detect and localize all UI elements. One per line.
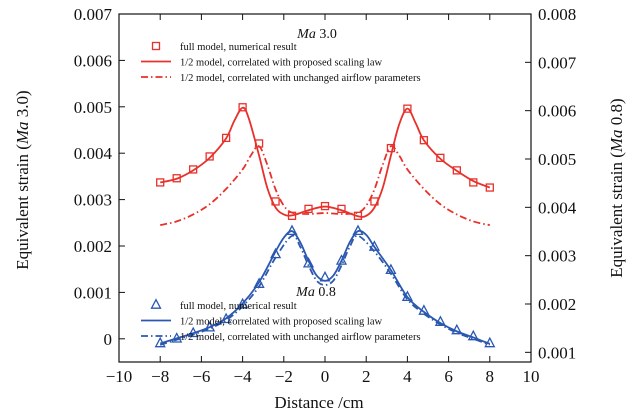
legend-marker-triangle bbox=[150, 298, 162, 309]
series-line-unchanged-airflow bbox=[160, 145, 490, 226]
y-axis-right-label: Equivalent strain (Ma 0.8) bbox=[607, 98, 626, 277]
y-right-tick-label: 0.003 bbox=[538, 247, 576, 266]
series-line-scaling-law bbox=[160, 106, 491, 218]
legend-label: 1/2 model, correlated with unchanged air… bbox=[180, 332, 421, 343]
legend-label: 1/2 model, correlated with proposed scal… bbox=[180, 58, 382, 69]
x-tick-label: 2 bbox=[362, 367, 371, 386]
data-point-triangle bbox=[286, 224, 298, 236]
data-point-square bbox=[419, 136, 429, 145]
legend-ma08: full model, numerical result 1/2 model, c… bbox=[141, 298, 421, 343]
x-tick-label: 6 bbox=[444, 367, 453, 386]
data-point-square bbox=[189, 165, 198, 174]
series-layer bbox=[154, 103, 496, 348]
group-annotation-ma08-mach: Ma bbox=[295, 285, 315, 300]
legend-ma3: full model, numerical result 1/2 model, c… bbox=[141, 41, 421, 84]
x-tick-label: −4 bbox=[234, 367, 253, 386]
data-point-square bbox=[238, 103, 247, 112]
y-axis-right-label-suffix: 0.8) bbox=[607, 98, 626, 129]
y-right-tick-label: 0.002 bbox=[538, 295, 576, 314]
data-point-square bbox=[452, 166, 461, 175]
data-point-triangle bbox=[237, 297, 249, 309]
y-right-tick-label: 0.006 bbox=[538, 102, 576, 121]
y-left-tick-label: 0.006 bbox=[74, 51, 112, 70]
y-axis-right-label-mach: Ma bbox=[607, 129, 626, 153]
data-point-square bbox=[436, 153, 445, 162]
y-right-tick-label: 0.007 bbox=[538, 53, 577, 72]
y-left-tick-label: 0.004 bbox=[74, 144, 113, 163]
x-tick-label: −6 bbox=[192, 367, 210, 386]
series-group-ma08 bbox=[154, 224, 496, 348]
x-tick-label: 4 bbox=[403, 367, 412, 386]
y-axis-right: 0.001 0.002 0.003 0.004 0.005 0.006 0.007 0.008 bbox=[525, 5, 577, 362]
group-annotation-ma3-mach: Ma bbox=[296, 27, 316, 42]
y-axis-left-label-suffix: 3.0) bbox=[13, 90, 32, 121]
legend-label: full model, numerical result bbox=[180, 301, 297, 312]
y-axis-left-label-prefix: Equivalent strain ( bbox=[13, 144, 32, 270]
y-axis-left: 0 0.001 0.002 0.003 0.004 0.005 0.006 0.007 bbox=[74, 5, 125, 349]
y-left-tick-label: 0.003 bbox=[74, 191, 112, 210]
y-left-tick-label: 0.005 bbox=[74, 98, 112, 117]
y-left-tick-label: 0 bbox=[104, 330, 113, 349]
x-tick-label: 10 bbox=[523, 367, 540, 386]
data-point-square bbox=[221, 133, 231, 143]
y-right-tick-label: 0.008 bbox=[538, 5, 576, 24]
data-point-triangle bbox=[302, 257, 315, 268]
x-axis-label: Distance /cm bbox=[274, 393, 363, 412]
data-point-triangle bbox=[467, 329, 479, 341]
y-left-tick-label: 0.007 bbox=[74, 5, 113, 24]
y-left-tick-label: 0.001 bbox=[74, 283, 112, 302]
y-axis-left-label-mach: Ma bbox=[13, 121, 32, 145]
series-group-ma3 bbox=[156, 103, 494, 226]
x-tick-label: −10 bbox=[106, 367, 133, 386]
group-annotation-ma08: Ma 0.8 bbox=[295, 285, 336, 300]
y-axis-left-label: Equivalent strain (Ma 3.0) bbox=[13, 90, 32, 269]
group-annotation-ma3: Ma 3.0 bbox=[296, 27, 337, 42]
x-tick-label: −8 bbox=[151, 367, 169, 386]
y-axis-right-label-prefix: Equivalent strain ( bbox=[607, 152, 626, 278]
data-point-triangle bbox=[335, 254, 348, 265]
x-tick-label: 0 bbox=[321, 367, 330, 386]
y-left-tick-label: 0.002 bbox=[74, 237, 112, 256]
x-tick-label: 8 bbox=[486, 367, 495, 386]
legend-label: 1/2 model, correlated with proposed scal… bbox=[180, 317, 382, 328]
group-annotation-ma08-value: 0.8 bbox=[315, 285, 336, 300]
data-point-square bbox=[205, 152, 214, 161]
legend-marker-square bbox=[151, 41, 161, 51]
legend-layer: full model, numerical result 1/2 model, c… bbox=[141, 41, 421, 343]
data-point-square bbox=[403, 104, 412, 113]
group-annotation-ma3-value: 3.0 bbox=[316, 27, 337, 42]
y-right-tick-label: 0.005 bbox=[538, 150, 576, 169]
data-point-square bbox=[485, 183, 494, 192]
legend-label: full model, numerical result bbox=[180, 42, 297, 53]
y-right-tick-label: 0.004 bbox=[538, 198, 577, 217]
series-line-scaling-law bbox=[159, 229, 491, 345]
y-right-tick-label: 0.001 bbox=[538, 343, 576, 362]
x-axis: −10 −8 −6 −4 −2 0 2 4 6 8 10 bbox=[106, 14, 540, 386]
x-tick-label: −2 bbox=[275, 367, 293, 386]
legend-label: 1/2 model, correlated with unchanged air… bbox=[180, 73, 421, 84]
